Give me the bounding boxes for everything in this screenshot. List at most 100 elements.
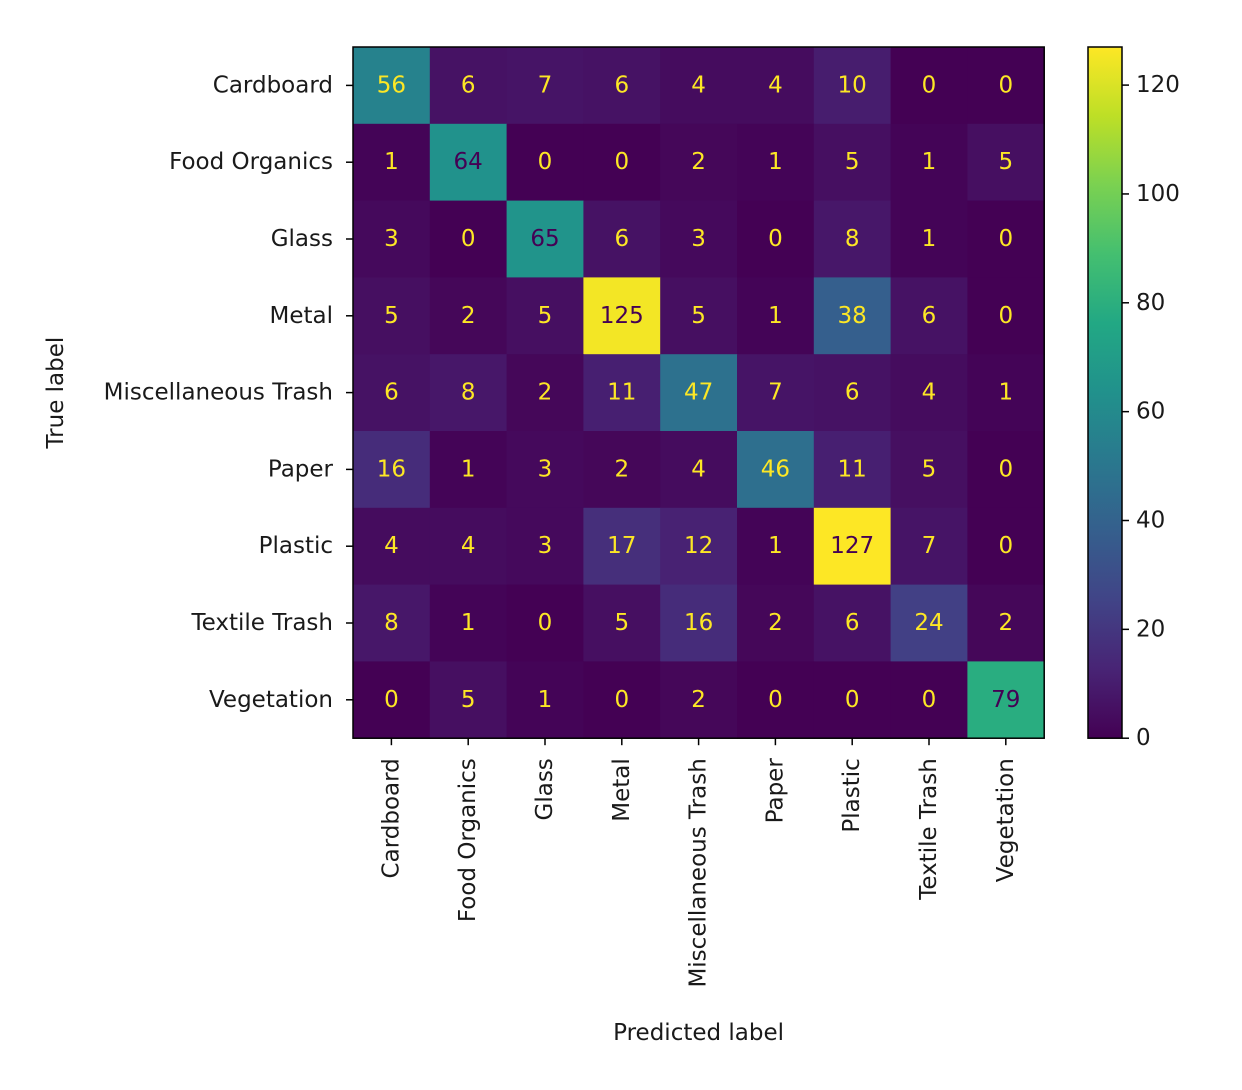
matrix-cell [583, 507, 661, 586]
colorbar-tick-label: 0 [1136, 725, 1151, 751]
matrix-cell [583, 277, 661, 355]
x-tick-label: Food Organics [455, 758, 481, 922]
matrix-cell [813, 123, 892, 202]
colorbar-tick-label: 20 [1136, 616, 1165, 642]
matrix-cell-value: 7 [538, 72, 553, 98]
matrix-cell-value: 0 [998, 456, 1013, 482]
matrix-cell [813, 584, 892, 662]
matrix-cell-value: 1 [922, 226, 937, 252]
matrix-cell [890, 47, 968, 125]
matrix-cell-value: 4 [691, 456, 706, 482]
matrix-cell-value: 1 [922, 149, 937, 175]
matrix-cell [429, 584, 508, 662]
matrix-cell-value: 3 [384, 226, 399, 252]
matrix-cell-value: 16 [377, 456, 406, 482]
y-tick-label: Glass [271, 226, 333, 252]
matrix-cell-value: 6 [461, 72, 476, 98]
matrix-cell-value: 38 [838, 303, 867, 329]
matrix-cell [429, 277, 508, 355]
matrix-cell [737, 584, 815, 662]
matrix-cell-value: 0 [998, 303, 1013, 329]
matrix-cell-value: 0 [461, 226, 476, 252]
matrix-cell-value: 7 [922, 533, 937, 559]
matrix-cell-value: 0 [768, 687, 783, 713]
matrix-cell-value: 2 [614, 456, 629, 482]
matrix-cell-value: 2 [691, 149, 706, 175]
x-tick-label: Glass [532, 758, 558, 820]
matrix-cell [660, 507, 738, 586]
y-tick-label: Plastic [259, 533, 333, 559]
matrix-cell-value: 1 [461, 610, 476, 636]
matrix-cell [813, 431, 892, 509]
matrix-cell-value: 1 [538, 687, 553, 713]
matrix-cell-value: 2 [998, 610, 1013, 636]
matrix-cell-value: 12 [684, 533, 713, 559]
x-tick-label: Paper [762, 758, 788, 824]
matrix-cell [737, 200, 815, 278]
matrix-cell [967, 431, 1045, 509]
matrix-cell [737, 661, 815, 739]
matrix-cell [967, 123, 1045, 202]
matrix-cell-value: 1 [768, 303, 783, 329]
matrix-cell [967, 507, 1045, 586]
matrix-cell-value: 2 [691, 687, 706, 713]
matrix-cell [506, 584, 584, 662]
matrix-cell [583, 200, 661, 278]
matrix-cell [737, 507, 815, 586]
matrix-cell-value: 4 [768, 72, 783, 98]
matrix-cell-value: 5 [922, 456, 937, 482]
matrix-cell [506, 354, 584, 432]
matrix-cell [813, 200, 892, 278]
matrix-cell-value: 127 [830, 533, 874, 559]
matrix-cell-value: 0 [922, 72, 937, 98]
matrix-cell [737, 47, 815, 125]
matrix-cell-value: 64 [454, 149, 483, 175]
matrix-cell [890, 123, 968, 202]
matrix-cell-value: 11 [838, 456, 867, 482]
matrix-cell-value: 8 [384, 610, 399, 636]
matrix-cell-value: 0 [768, 226, 783, 252]
matrix-cells [353, 47, 1045, 739]
matrix-cell [506, 47, 584, 125]
y-tick-label: Food Organics [169, 149, 333, 175]
matrix-cell-value: 3 [538, 456, 553, 482]
x-tick-label: Vegetation [993, 758, 1019, 882]
matrix-cell [890, 584, 968, 662]
matrix-cell [660, 584, 738, 662]
matrix-cell-value: 16 [684, 610, 713, 636]
matrix-cell-value: 11 [607, 380, 636, 406]
matrix-cell [429, 200, 508, 278]
matrix-cell [583, 431, 661, 509]
colorbar-tick-label: 40 [1136, 507, 1165, 533]
matrix-cell [353, 431, 431, 509]
matrix-cell-value: 0 [538, 149, 553, 175]
matrix-cell [353, 277, 431, 355]
matrix-cell-value: 4 [691, 72, 706, 98]
matrix-cell [967, 47, 1045, 125]
matrix-cell [506, 123, 584, 202]
matrix-cell-value: 79 [991, 687, 1020, 713]
matrix-cell [353, 200, 431, 278]
matrix-cell [890, 507, 968, 586]
y-axis-ticks: Cardboard Food Organics Glass Metal Miscella… [104, 72, 353, 713]
matrix-cell [583, 584, 661, 662]
matrix-cell-value: 0 [384, 687, 399, 713]
matrix-cell [813, 354, 892, 432]
colorbar-tick-label: 100 [1136, 181, 1180, 207]
matrix-cell-value: 1 [384, 149, 399, 175]
colorbar-ticks: 0 20 40 60 80 100 120 [1122, 72, 1180, 751]
matrix-cell-value: 5 [845, 149, 860, 175]
y-tick-label: Vegetation [209, 687, 333, 713]
matrix-cell [890, 354, 968, 432]
matrix-cell-value: 24 [914, 610, 943, 636]
matrix-cell-values: 56 6 7 6 4 4 10 0 01 64 0 0 2 1 5 1 53 0 65 6 3 0 8 1 05 2 5 125 5 1 3… [377, 72, 1021, 712]
matrix-cell-value: 5 [691, 303, 706, 329]
matrix-cell-value: 3 [538, 533, 553, 559]
matrix-cell [660, 431, 738, 509]
matrix-cell-value: 2 [538, 380, 553, 406]
matrix-cell [660, 354, 738, 432]
matrix-cell [813, 507, 892, 586]
matrix-cell [429, 47, 508, 125]
matrix-cell-value: 6 [614, 226, 629, 252]
